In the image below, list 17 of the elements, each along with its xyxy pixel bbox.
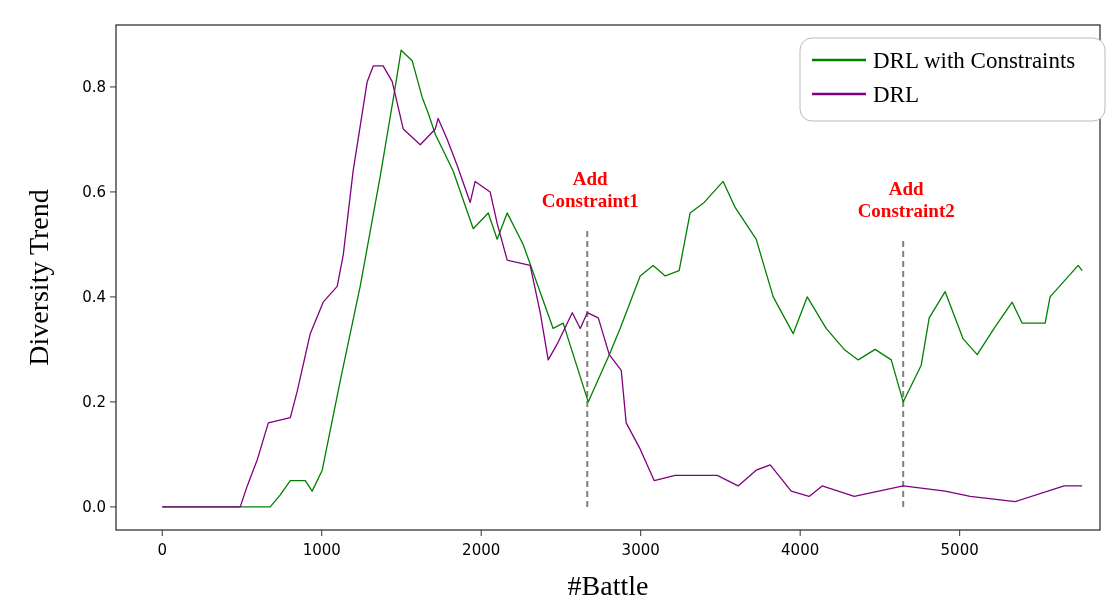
x-tick-label: 0 bbox=[157, 541, 168, 559]
ref-line-label: Add Constraint2 bbox=[857, 178, 955, 221]
y-tick-label: 0.6 bbox=[82, 183, 106, 202]
x-axis-title: #Battle bbox=[567, 570, 649, 601]
y-tick-label: 0.2 bbox=[82, 393, 106, 412]
y-tick-label: 0.0 bbox=[82, 498, 106, 517]
y-tick-label: 0.8 bbox=[82, 78, 106, 97]
ref-line-label: Add Constraint1 bbox=[541, 168, 639, 211]
y-tick-label: 0.4 bbox=[82, 288, 106, 307]
x-tick-label: 4000 bbox=[781, 541, 820, 559]
legend-label: DRL with Constraints bbox=[873, 48, 1076, 74]
legend-label: DRL bbox=[873, 82, 919, 108]
y-axis-title: Diversity Trend bbox=[23, 189, 54, 366]
x-tick-label: 1000 bbox=[302, 541, 341, 559]
x-tick-label: 2000 bbox=[462, 541, 501, 559]
x-tick-label: 5000 bbox=[940, 541, 979, 559]
x-tick-label: 3000 bbox=[621, 541, 660, 559]
